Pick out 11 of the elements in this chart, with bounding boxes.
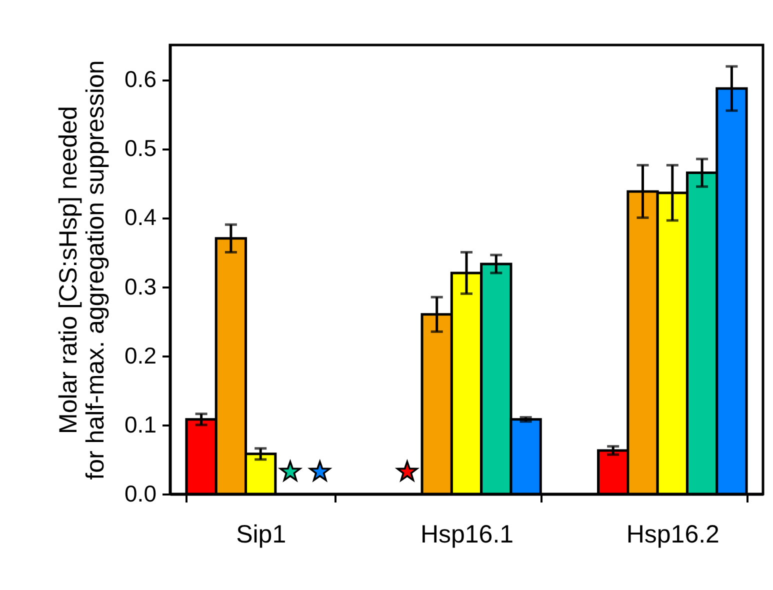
y-tick-label: 0.1: [124, 411, 156, 438]
y-tick-label: 0.5: [124, 135, 156, 162]
x-tick-label: Sip1: [236, 520, 286, 548]
y-tick-label: 0.3: [124, 273, 156, 300]
x-tick-label: Hsp16.2: [626, 520, 720, 548]
y-tick-label: 0.6: [124, 66, 156, 92]
x-tick-label: Hsp16.1: [420, 520, 514, 548]
y-axis-title: Molar ratio [CS:sHsp] needed for half-max. aggregation suppression: [54, 60, 110, 480]
y-tick-label: 0.2: [124, 342, 156, 368]
y-tick-label: 0.0: [124, 480, 156, 506]
y-tick-label: 0.4: [124, 204, 157, 230]
